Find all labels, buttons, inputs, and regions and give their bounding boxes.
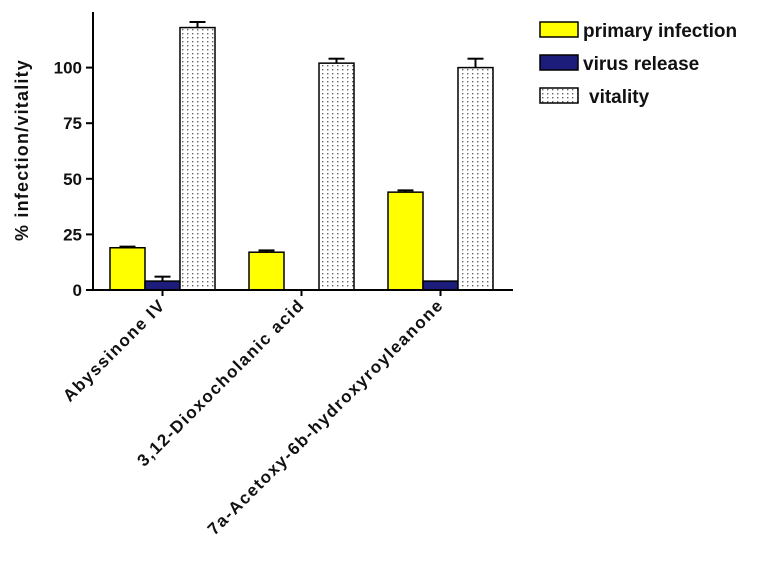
legend-swatch-virus-release [539,54,579,71]
bar-primary-infection-3-12-dioxocholanic-acid [248,251,285,291]
y-tick-label: 0 [73,281,82,300]
legend-swatch-vitality [539,87,579,104]
y-axis-title: % infection/vitality [12,59,32,241]
y-axis-ticks: 0 25 50 75 100 [54,59,93,300]
y-tick-label: 50 [63,170,82,189]
bar-primary-infection-abyssinone-iv [109,246,146,291]
x-category-label: 7a-Acetoxy-6b-hydroxyroyleanone [204,295,447,538]
x-category-label: 3,12-Dioxocholanic acid [134,295,309,470]
plot-area [109,21,494,291]
bar-virus-release-abyssinone-iv [144,280,181,291]
bar-vitality-3-12-dioxocholanic-acid [318,62,355,291]
legend-label-virus-release: virus release [583,54,699,75]
legend: primary infection virus release vitality [539,21,737,108]
y-tick-label: 25 [63,225,82,244]
bar-vitality-abyssinone-iv [179,26,216,291]
legend-label-vitality: vitality [589,87,650,108]
bar-virus-release-7a-acetoxy-6b-hydroxyroyleanone [422,280,459,291]
legend-label-primary-infection: primary infection [583,21,737,42]
legend-swatch-primary-infection [539,21,579,38]
bar-primary-infection-7a-acetoxy-6b-hydroxyroyleanone [387,191,424,291]
y-tick-label: 75 [63,114,82,133]
y-tick-label: 100 [54,59,82,78]
bar-vitality-7a-acetoxy-6b-hydroxyroyleanone [457,66,494,291]
x-axis-ticks: Abyssinone IV3,12-Dioxocholanic acid7a-A… [59,290,447,539]
x-category-label: Abyssinone IV [59,295,169,405]
